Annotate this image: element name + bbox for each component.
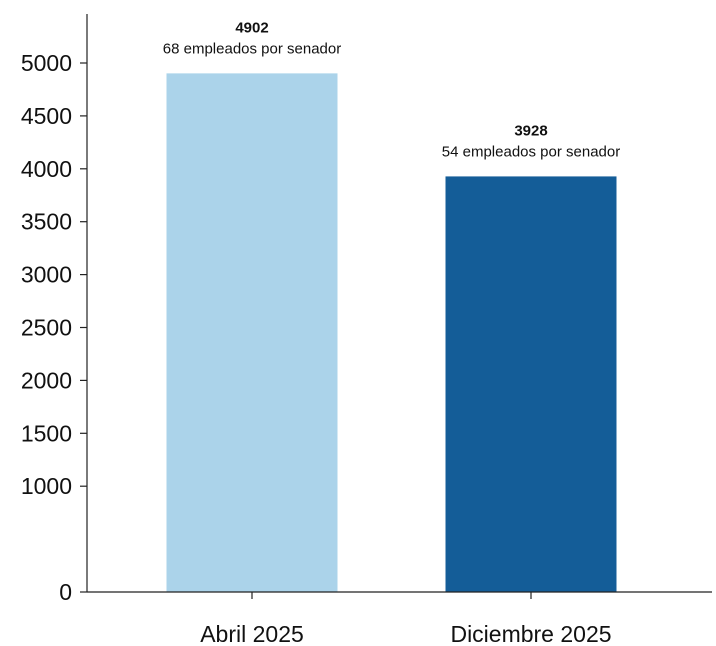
annotation-label: 54 empleados por senador — [442, 143, 620, 160]
bar-1 — [445, 176, 617, 592]
x-tick-label: Diciembre 2025 — [450, 621, 611, 646]
bar-0 — [166, 73, 338, 592]
y-tick-label: 4500 — [21, 103, 72, 129]
value-label: 4902 — [235, 19, 268, 36]
y-tick-label: 1000 — [21, 473, 72, 499]
x-tick-label: Abril 2025 — [200, 621, 304, 646]
y-tick-label: 0 — [59, 579, 72, 605]
data-labels: 4902 68 empleados por senador 3928 54 emple… — [163, 19, 620, 160]
y-tick-label: 1500 — [21, 420, 72, 446]
y-axis-ticks: 0 1000 1500 2000 2500 3000 3500 4000 4500 5000 — [21, 50, 87, 605]
value-label: 3928 — [514, 122, 547, 139]
y-tick-label: 3500 — [21, 209, 72, 235]
x-axis-ticks: Abril 2025 Diciembre 2025 — [200, 592, 612, 646]
y-tick-label: 5000 — [21, 50, 72, 76]
y-tick-label: 2000 — [21, 367, 72, 393]
y-tick-label: 4000 — [21, 156, 72, 182]
y-tick-label: 3000 — [21, 262, 72, 288]
annotation-label: 68 empleados por senador — [163, 40, 341, 57]
y-tick-label: 2500 — [21, 315, 72, 341]
bars — [166, 73, 617, 592]
